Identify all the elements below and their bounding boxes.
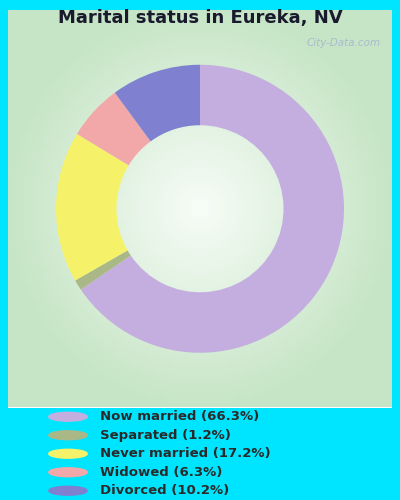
Wedge shape — [115, 64, 200, 142]
Circle shape — [49, 468, 87, 476]
Text: Marital status in Eureka, NV: Marital status in Eureka, NV — [58, 8, 342, 26]
Text: Now married (66.3%): Now married (66.3%) — [100, 410, 259, 423]
Wedge shape — [77, 92, 150, 166]
Circle shape — [49, 450, 87, 458]
Circle shape — [49, 431, 87, 440]
Text: Separated (1.2%): Separated (1.2%) — [100, 428, 231, 442]
Circle shape — [49, 412, 87, 421]
Text: Widowed (6.3%): Widowed (6.3%) — [100, 466, 222, 479]
Text: Never married (17.2%): Never married (17.2%) — [100, 447, 271, 460]
Wedge shape — [56, 134, 129, 280]
Text: Divorced (10.2%): Divorced (10.2%) — [100, 484, 229, 497]
Text: City-Data.com: City-Data.com — [306, 38, 380, 48]
Wedge shape — [75, 250, 131, 290]
Circle shape — [49, 486, 87, 495]
Wedge shape — [81, 64, 344, 352]
